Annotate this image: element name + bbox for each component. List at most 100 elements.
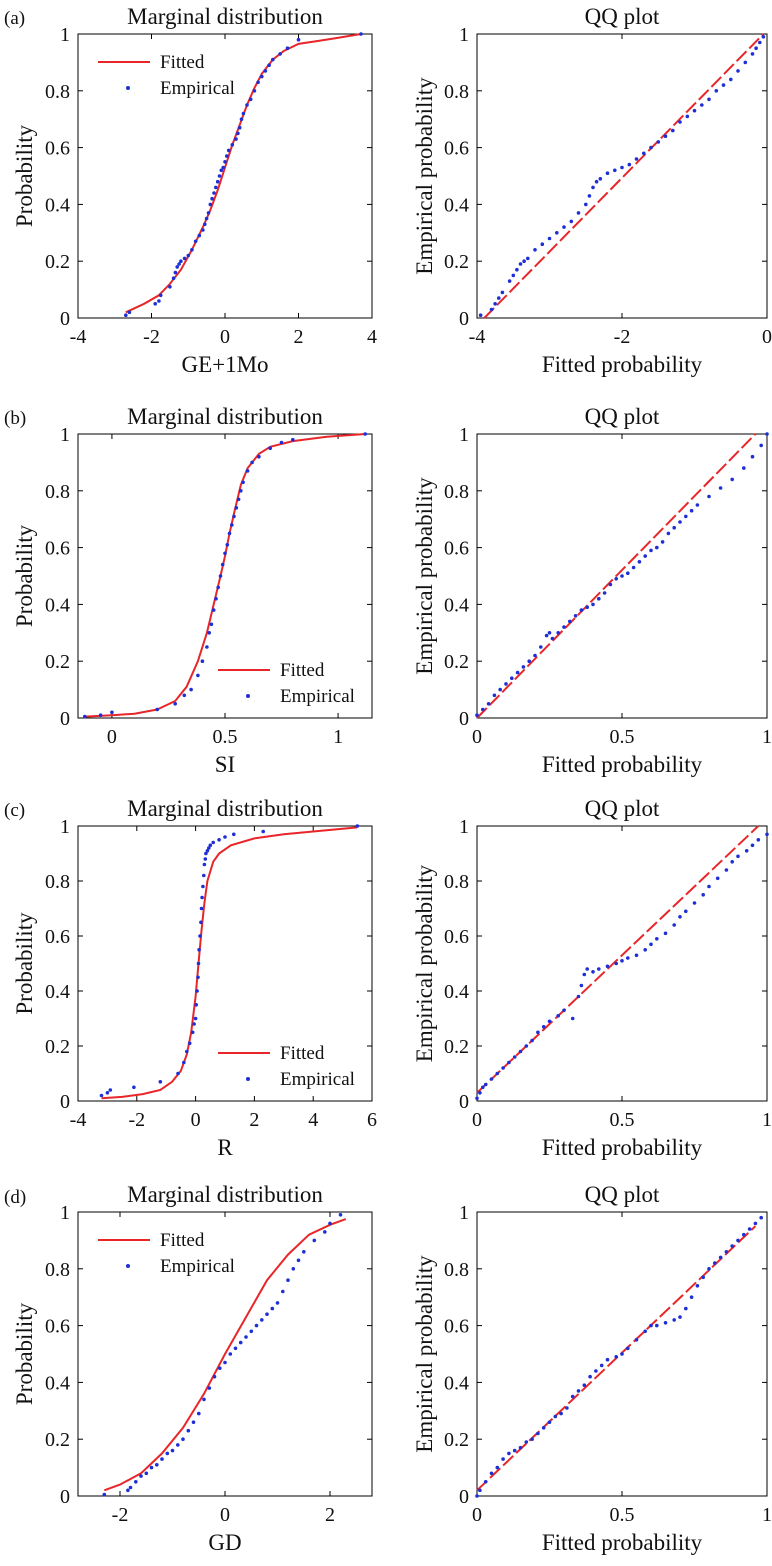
empirical-point	[190, 1030, 195, 1035]
empirical-point	[510, 676, 514, 680]
chart-title: Marginal distribution	[127, 1182, 323, 1207]
y-tick-label: 0	[459, 1486, 469, 1508]
empirical-point	[707, 97, 711, 102]
empirical-point	[747, 1227, 752, 1231]
empirical-point	[214, 596, 218, 601]
legend-empirical-label: Empirical	[280, 686, 355, 707]
empirical-point	[83, 714, 87, 719]
empirical-point	[576, 211, 581, 215]
empirical-point	[489, 307, 494, 312]
empirical-point	[260, 1318, 264, 1322]
empirical-point	[483, 1480, 488, 1484]
empirical-point	[689, 1295, 694, 1299]
empirical-point	[649, 145, 653, 150]
empirical-point	[570, 1016, 575, 1021]
empirical-point	[483, 1082, 488, 1087]
fitted-line	[125, 33, 362, 314]
chart-title: QQ plot	[585, 796, 660, 821]
empirical-point	[573, 614, 578, 618]
x-tick-label: 0.5	[610, 1109, 635, 1131]
empirical-point	[591, 185, 595, 190]
empirical-point	[475, 1096, 479, 1101]
empirical-point	[132, 1085, 136, 1090]
x-tick-label: 0	[220, 1504, 230, 1526]
empirical-point	[105, 1091, 110, 1095]
empirical-point	[110, 710, 114, 715]
empirical-point	[666, 531, 671, 536]
empirical-point	[170, 1448, 175, 1453]
empirical-point	[753, 1221, 758, 1226]
x-tick-label: 1	[333, 726, 343, 748]
legend-fitted-label: Fitted	[160, 1230, 205, 1251]
empirical-point	[533, 248, 537, 252]
empirical-point	[245, 469, 250, 473]
empirical-point	[177, 262, 181, 266]
empirical-point	[605, 1357, 610, 1362]
empirical-point	[187, 1041, 192, 1046]
chart-title: Marginal distribution	[127, 4, 323, 29]
legend-fitted-label: Fitted	[280, 1043, 325, 1064]
empirical-point	[475, 713, 479, 717]
empirical-point	[515, 670, 520, 675]
chart-title: QQ plot	[585, 1182, 660, 1207]
reference-line	[483, 33, 765, 319]
chart-title: Marginal distribution	[127, 404, 323, 429]
empirical-point	[649, 1323, 653, 1328]
empirical-point	[597, 596, 601, 601]
empirical-point	[217, 174, 222, 178]
y-tick-label: 0.8	[45, 81, 70, 103]
plot-frame	[77, 33, 373, 319]
empirical-point	[559, 1411, 563, 1416]
empirical-point	[206, 211, 211, 215]
empirical-point	[196, 673, 200, 678]
empirical-point	[684, 514, 688, 519]
chart-title: QQ plot	[585, 4, 660, 29]
empirical-point	[527, 659, 531, 663]
empirical-point	[221, 165, 225, 170]
x-tick-label: 0.5	[610, 726, 635, 748]
empirical-point	[730, 860, 734, 864]
empirical-point	[261, 829, 266, 834]
empirical-point	[495, 1465, 500, 1470]
empirical-point	[234, 506, 239, 510]
empirical-point	[160, 1457, 164, 1461]
empirical-point	[191, 1420, 196, 1424]
empirical-point	[643, 1329, 647, 1334]
empirical-point	[518, 262, 523, 266]
empirical-point	[223, 1360, 227, 1365]
empirical-point	[127, 310, 132, 315]
empirical-point	[608, 582, 613, 587]
empirical-point	[217, 838, 221, 842]
y-tick-label: 1	[459, 424, 469, 446]
y-tick-label: 0.4	[444, 594, 469, 616]
empirical-point	[134, 1480, 138, 1484]
empirical-point	[98, 713, 103, 717]
empirical-point	[328, 1221, 332, 1226]
x-tick-label: 0	[762, 326, 772, 348]
empirical-point	[171, 276, 176, 281]
empirical-point	[218, 1366, 222, 1370]
empirical-point	[524, 1440, 529, 1444]
empirical-point	[263, 69, 268, 73]
empirical-point	[493, 302, 497, 306]
empirical-point	[296, 1258, 301, 1263]
empirical-point	[536, 1431, 540, 1436]
empirical-point	[544, 633, 549, 638]
y-tick-label: 1	[459, 1202, 469, 1224]
empirical-point	[620, 1352, 624, 1356]
empirical-point	[672, 923, 676, 927]
empirical-point	[655, 545, 659, 550]
y-axis-label: Probability	[12, 124, 37, 227]
x-tick-label: -4	[70, 1109, 87, 1131]
empirical-point	[478, 313, 483, 318]
empirical-point	[507, 279, 512, 283]
empirical-point	[182, 256, 187, 261]
empirical-point	[223, 551, 227, 556]
reference-line	[476, 433, 757, 719]
empirical-point	[553, 1414, 558, 1419]
x-tick-label: 2	[325, 1504, 335, 1526]
empirical-point	[489, 1471, 494, 1476]
empirical-point	[504, 682, 508, 686]
y-tick-label: 0.6	[444, 138, 469, 160]
y-tick-label: 0.2	[444, 651, 469, 673]
